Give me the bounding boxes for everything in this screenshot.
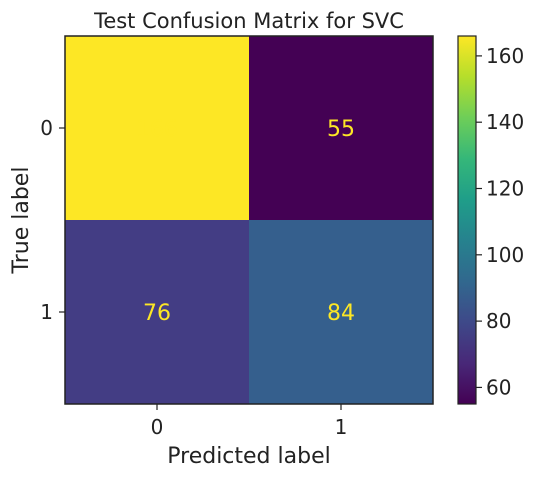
colorbar-tick-label: 80 <box>486 309 511 333</box>
colorbar-tick-label: 120 <box>486 177 524 201</box>
heatmap-cell-1-0 <box>65 220 249 404</box>
x-axis-label: Predicted label <box>167 444 330 469</box>
heatmap-cell-0-1 <box>249 36 433 220</box>
cell-value-label-0-1: 55 <box>327 117 355 142</box>
x-tick-label: 1 <box>335 415 348 439</box>
heatmap-cell-0-0 <box>65 36 249 220</box>
cell-value-label-0-0: 166 <box>136 117 178 142</box>
y-tick-label: 1 <box>40 300 53 324</box>
x-tick-label: 0 <box>151 415 164 439</box>
colorbar-tick-label: 140 <box>486 110 524 134</box>
cell-value-label-1-1: 84 <box>327 301 355 326</box>
colorbar <box>457 35 477 405</box>
colorbar-tick-label: 60 <box>486 375 511 399</box>
heatmap-cell-1-1 <box>249 220 433 404</box>
chart-title: Test Confusion Matrix for SVC <box>93 9 404 33</box>
y-tick-label: 0 <box>40 116 53 140</box>
colorbar-tick-label: 100 <box>486 243 524 267</box>
plot-frame <box>64 35 434 405</box>
colorbar-tick-label: 160 <box>486 44 524 68</box>
y-axis-label: True label <box>9 167 34 275</box>
cell-value-label-1-0: 76 <box>143 301 171 326</box>
